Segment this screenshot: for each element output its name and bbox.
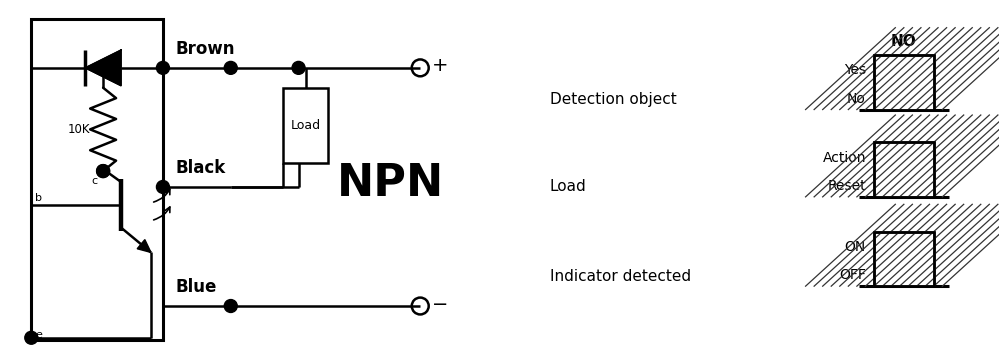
Bar — [874, 142, 934, 197]
Text: Brown: Brown — [176, 40, 235, 58]
Text: Blue: Blue — [176, 278, 217, 296]
Bar — [874, 55, 934, 109]
Text: c: c — [91, 176, 97, 186]
Text: Yes: Yes — [844, 63, 866, 77]
Text: Load: Load — [550, 180, 587, 195]
Text: Detection object: Detection object — [550, 92, 677, 107]
Text: Black: Black — [176, 159, 226, 177]
Text: 10K: 10K — [68, 123, 90, 136]
Bar — [874, 142, 934, 197]
Polygon shape — [137, 239, 151, 252]
Text: +: + — [432, 56, 449, 75]
Circle shape — [156, 181, 169, 194]
Bar — [874, 232, 934, 286]
Bar — [874, 55, 934, 109]
Circle shape — [224, 61, 237, 74]
Text: Action: Action — [822, 150, 866, 164]
Bar — [874, 232, 934, 286]
Bar — [31, 19, 163, 340]
Circle shape — [25, 331, 38, 344]
Text: No: No — [847, 92, 866, 106]
Text: NPN: NPN — [337, 163, 444, 205]
Text: Indicator detected: Indicator detected — [550, 269, 691, 284]
Text: ON: ON — [845, 240, 866, 254]
Text: −: − — [432, 294, 449, 313]
Text: Load: Load — [290, 119, 321, 132]
Circle shape — [156, 61, 169, 74]
Text: b: b — [35, 193, 42, 203]
Circle shape — [97, 165, 110, 177]
Text: e: e — [35, 330, 42, 340]
Text: NO: NO — [891, 34, 917, 49]
Circle shape — [97, 165, 110, 177]
Circle shape — [224, 299, 237, 312]
Polygon shape — [85, 50, 121, 86]
Circle shape — [292, 61, 305, 74]
Bar — [283, 88, 328, 163]
Text: Reset: Reset — [827, 179, 866, 193]
Text: OFF: OFF — [839, 268, 866, 282]
